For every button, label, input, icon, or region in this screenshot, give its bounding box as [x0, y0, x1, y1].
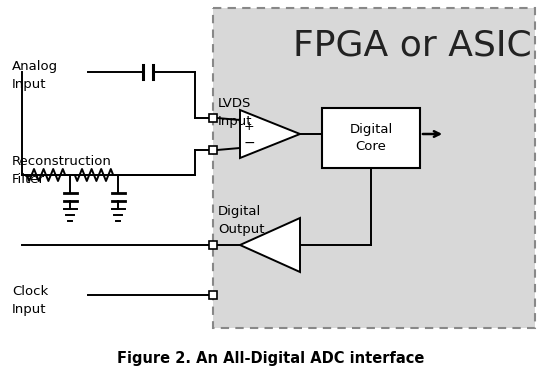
Bar: [209, 241, 217, 249]
Text: Figure 2. An All-Digital ADC interface: Figure 2. An All-Digital ADC interface: [117, 350, 425, 365]
Text: −: −: [243, 136, 255, 150]
Polygon shape: [240, 218, 300, 272]
Bar: [213, 8, 535, 328]
Bar: [209, 114, 217, 122]
Text: Digital
Output: Digital Output: [218, 205, 264, 236]
Polygon shape: [240, 110, 300, 158]
Bar: [322, 108, 420, 168]
Text: +: +: [244, 120, 254, 132]
Text: Clock
Input: Clock Input: [12, 285, 48, 316]
Text: LVDS
Input: LVDS Input: [218, 97, 253, 128]
Bar: [209, 146, 217, 154]
Text: Reconstruction
Filter: Reconstruction Filter: [12, 155, 112, 186]
Text: FPGA or ASIC: FPGA or ASIC: [293, 29, 532, 63]
Text: Analog
Input: Analog Input: [12, 60, 58, 91]
Bar: [209, 291, 217, 299]
Text: Digital
Core: Digital Core: [350, 123, 392, 153]
